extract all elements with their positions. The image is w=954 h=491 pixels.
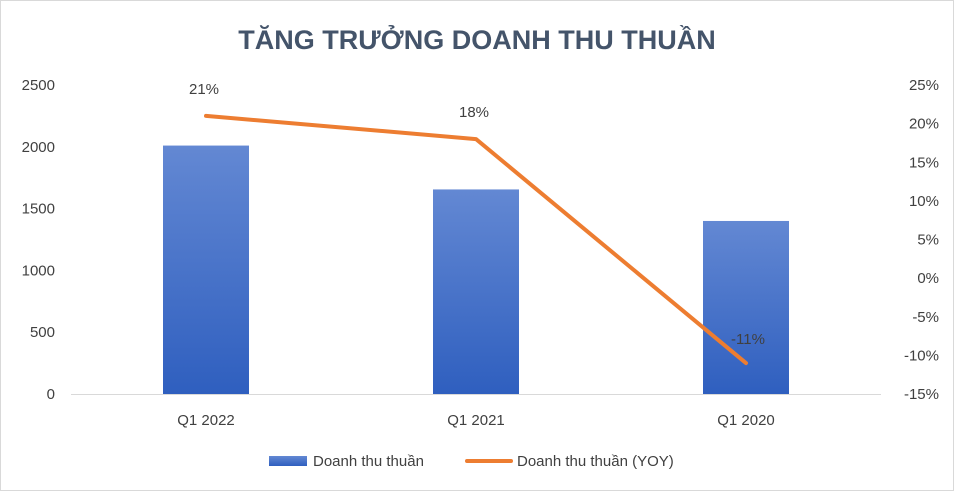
x-axis-labels: Q1 2022 Q1 2021 Q1 2020: [177, 412, 775, 429]
bar-3: [703, 220, 789, 394]
right-axis-tick-label: -5%: [912, 309, 939, 326]
left-axis-tick-label: 1000: [22, 262, 55, 279]
right-axis-tick-label: 15%: [909, 154, 939, 171]
left-axis-tick-label: 0: [47, 386, 55, 403]
right-axis-tick-label: 25%: [909, 77, 939, 94]
bar-1: [163, 145, 249, 394]
legend: Doanh thu thuần Doanh thu thuần (YOY): [269, 453, 674, 470]
legend-line-label: Doanh thu thuần (YOY): [517, 453, 674, 470]
x-axis-tick-label: Q1 2022: [177, 412, 235, 429]
x-axis-tick-label: Q1 2020: [717, 412, 775, 429]
left-axis-tick-label: 2000: [22, 139, 55, 156]
legend-bar-swatch: [269, 456, 307, 466]
right-axis-tick-label: 20%: [909, 116, 939, 133]
left-axis-tick-label: 2500: [22, 77, 55, 94]
left-axis-tick-label: 500: [30, 324, 55, 341]
line-series: 21% 18% -11%: [189, 81, 765, 366]
x-axis-tick-label: Q1 2021: [447, 412, 505, 429]
yoy-data-label: 18%: [459, 104, 489, 121]
right-axis-tick-label: 0%: [917, 270, 939, 287]
chart-title: TĂNG TRƯỞNG DOANH THU THUẦN: [238, 23, 715, 55]
right-axis-tick-label: -15%: [904, 386, 939, 403]
yoy-line: [204, 113, 748, 366]
right-axis-tick-label: 10%: [909, 193, 939, 210]
yoy-data-label: -11%: [731, 331, 765, 348]
left-axis-tick-label: 1500: [22, 201, 55, 218]
right-axis: -15% -10% -5% 0% 5% 10% 15% 20% 25%: [904, 77, 939, 403]
legend-bar-label: Doanh thu thuần: [313, 453, 424, 470]
bar-2: [433, 189, 519, 394]
yoy-data-label: 21%: [189, 81, 219, 98]
left-axis: 0 500 1000 1500 2000 2500: [22, 77, 55, 403]
right-axis-tick-label: 5%: [917, 232, 939, 249]
right-axis-tick-label: -10%: [904, 347, 939, 364]
bar-series: [163, 145, 789, 394]
